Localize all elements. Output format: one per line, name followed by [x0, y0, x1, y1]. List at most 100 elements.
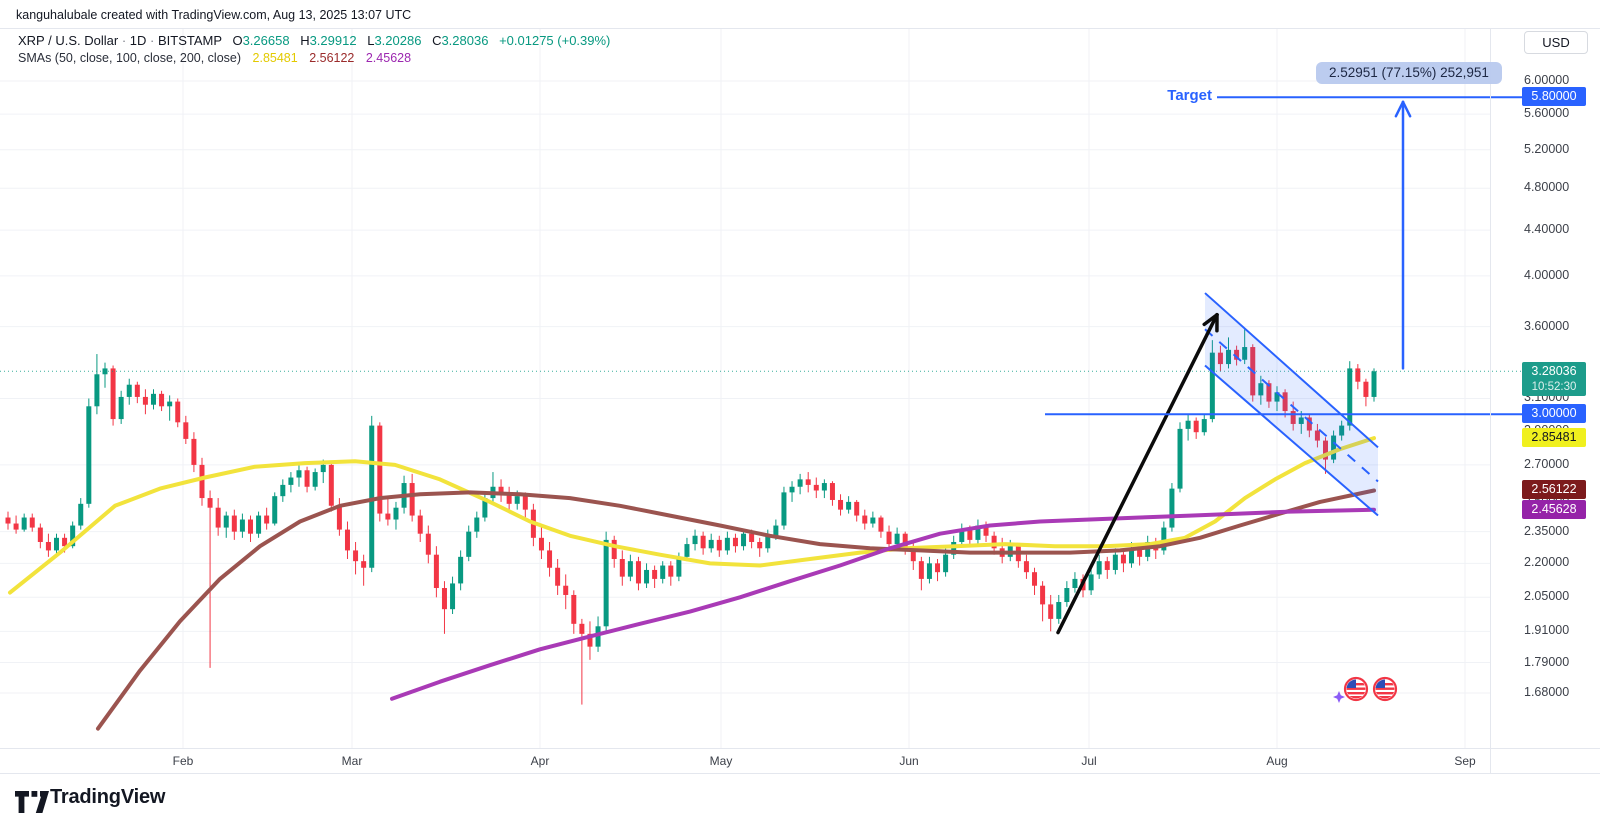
candle-body: [805, 479, 811, 485]
candle-body: [1314, 430, 1320, 441]
candle-body: [700, 535, 706, 549]
candle-body: [336, 505, 342, 530]
candle-body: [433, 554, 439, 589]
candle-body: [1258, 383, 1264, 396]
candle-body: [991, 535, 997, 549]
candle-body: [611, 539, 617, 560]
candle-body: [474, 517, 480, 532]
candle-body: [619, 559, 625, 577]
price-tick-label: 2.05000: [1524, 589, 1570, 604]
sma-3-line[interactable]: [390, 507, 1376, 701]
change-value: +0.01275 (+0.39%): [499, 33, 611, 48]
candle-body: [1201, 419, 1207, 433]
tradingview-brand-text[interactable]: TradingView: [50, 786, 166, 808]
candle-body: [660, 565, 666, 579]
candle-body: [935, 563, 941, 573]
candle-body: [943, 554, 949, 573]
price-tick-label: 2.35000: [1524, 523, 1570, 538]
price-tick-label: 4.00000: [1524, 267, 1570, 282]
candle-body: [652, 569, 658, 579]
candle-body: [393, 507, 399, 520]
candle-body: [1032, 572, 1038, 586]
candle-body: [967, 529, 973, 540]
candle-body: [296, 470, 302, 478]
candle-body: [789, 486, 795, 493]
price-badge: 5.80000: [1522, 87, 1586, 107]
candle-body: [37, 527, 43, 542]
candle-body: [846, 501, 852, 510]
candle-body: [239, 519, 245, 532]
time-axis-label: May: [709, 754, 733, 768]
price-tick-label: 1.79000: [1524, 654, 1570, 669]
candle-body: [1088, 574, 1094, 591]
price-badge: 3.28036 10:52:30: [1522, 362, 1586, 397]
us-economic-event-icon[interactable]: [1343, 676, 1369, 702]
candle-body: [522, 496, 528, 510]
sma-2-line[interactable]: [96, 488, 1376, 731]
candle-body: [247, 519, 253, 534]
time-axis-label: Jul: [1081, 754, 1097, 768]
candle-body: [458, 556, 464, 584]
candle-body: [926, 563, 932, 579]
price-axis[interactable]: USD 6.00000 5.60000 5.20000 4.80000 4.40000 4…: [1491, 0, 1600, 773]
candle-body: [1274, 392, 1280, 402]
candle-body: [716, 539, 722, 551]
candle-body: [5, 517, 11, 524]
candle-body: [344, 529, 350, 551]
candle-body: [1282, 392, 1288, 412]
symbol-info-row[interactable]: XRP / U.S. Dollar · 1D · BITSTAMP O3.266…: [18, 33, 611, 48]
time-axis[interactable]: Feb Mar Apr May Jun Jul Aug Sep: [0, 749, 1600, 773]
candle-body: [53, 537, 59, 551]
sma-indicator-row[interactable]: SMAs (50, close, 100, close, 200, close)…: [18, 51, 610, 65]
candle-body: [45, 541, 51, 551]
channel-lower-line[interactable]: [1204, 364, 1379, 517]
candle-body: [320, 464, 326, 473]
candle-body: [773, 525, 779, 536]
candle-body: [328, 464, 334, 506]
price-badge: 2.56122: [1522, 480, 1586, 500]
price-tick-label: 4.40000: [1524, 222, 1570, 237]
target-label[interactable]: Target: [1167, 87, 1212, 104]
candle-body: [627, 561, 633, 577]
candle-body: [207, 498, 213, 508]
candle-body: [191, 438, 197, 465]
header-divider: [0, 28, 1600, 29]
time-axis-label: Jun: [899, 754, 919, 768]
candle-body: [757, 541, 763, 549]
candle-body: [450, 583, 456, 610]
candle-body: [1112, 554, 1118, 570]
tradingview-logo[interactable]: [14, 787, 50, 817]
channel-upper-line[interactable]: [1204, 292, 1379, 449]
candle-body: [708, 539, 714, 549]
measurement-tooltip: 2.52951 (77.15%) 252,951: [1316, 62, 1502, 84]
candle-body: [199, 464, 205, 499]
time-axis-label: Apr: [530, 754, 550, 768]
candle-body: [797, 479, 803, 487]
candle-body: [975, 525, 981, 540]
candle-body: [878, 517, 884, 532]
candle-body: [134, 384, 140, 397]
candle-body: [256, 515, 262, 534]
us-economic-event-icon[interactable]: [1372, 676, 1398, 702]
candle-body: [1072, 578, 1078, 589]
target-vertical-arrow-head: [1394, 100, 1405, 118]
black-trend-arrow[interactable]: [1056, 312, 1219, 635]
candle-body: [821, 483, 827, 491]
candle-body: [1323, 440, 1329, 460]
candle-body: [1298, 417, 1304, 424]
candle-body: [1242, 347, 1248, 360]
candle-body: [1161, 527, 1167, 551]
candle-body: [425, 533, 431, 555]
candle-body: [361, 561, 367, 568]
candle-body: [644, 569, 650, 584]
currency-toggle-button[interactable]: USD: [1524, 31, 1588, 54]
price-tick-label: 5.20000: [1524, 141, 1570, 156]
candle-body: [1169, 488, 1175, 528]
candle-body: [1226, 349, 1232, 365]
candle-body: [1363, 381, 1369, 397]
sma-1-line[interactable]: [8, 436, 1376, 595]
candle-body: [983, 525, 989, 536]
candle-body: [724, 537, 730, 551]
candle-body: [959, 529, 965, 542]
